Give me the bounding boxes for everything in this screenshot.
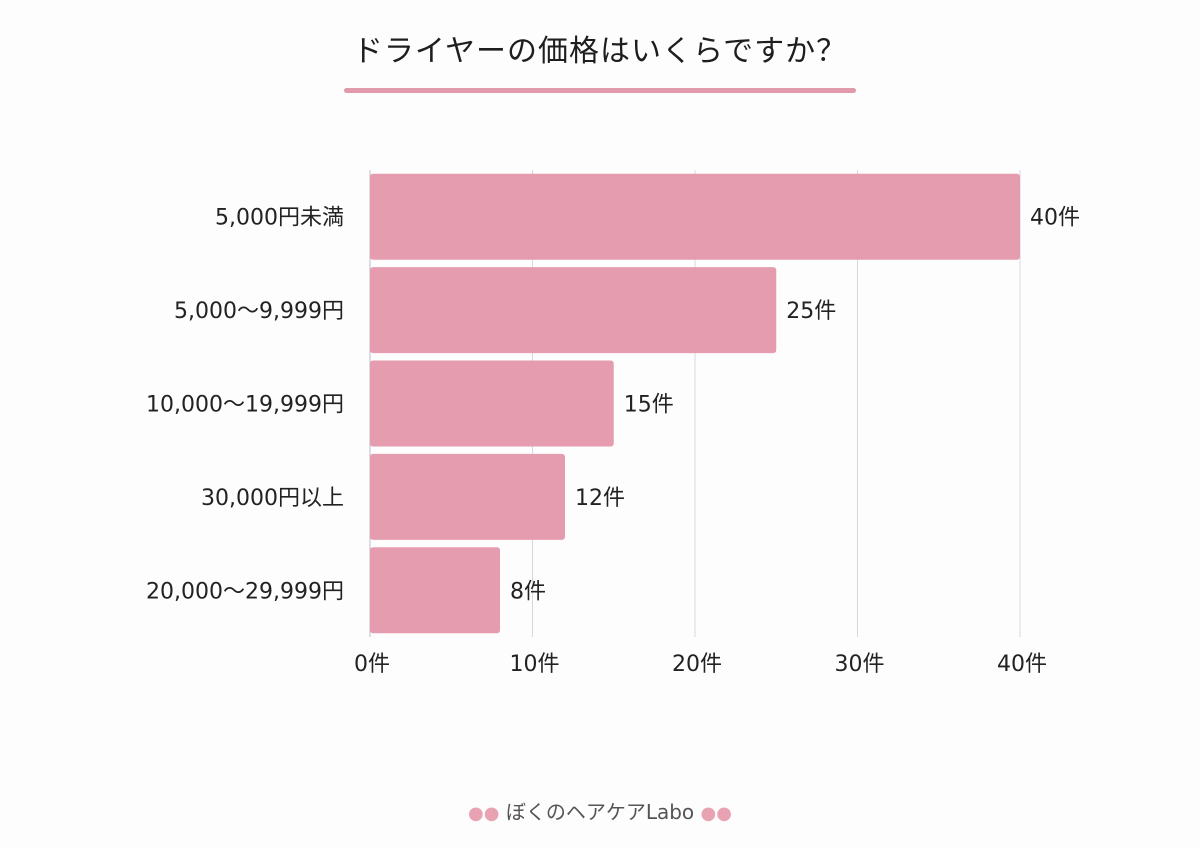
category-label: 10,000〜19,999円 <box>146 393 344 418</box>
bar <box>370 547 500 634</box>
data-label: 40件 <box>1030 206 1080 231</box>
x-tick-label: 0件 <box>354 652 390 677</box>
x-tick-label: 40件 <box>997 652 1047 677</box>
bar <box>370 267 777 354</box>
category-label: 5,000〜9,999円 <box>174 299 344 324</box>
category-label: 5,000円未満 <box>215 206 344 231</box>
footer-brand: ●● ぼくのヘアケアLabo ●● <box>0 796 1200 825</box>
footer-brand-text: ぼくのヘアケアLabo <box>505 800 695 824</box>
bar <box>370 360 614 447</box>
x-tick-label: 30件 <box>835 652 885 677</box>
data-label: 8件 <box>510 579 546 604</box>
lips-icon: ●● <box>468 803 500 824</box>
bar-chart: 0件 10件 20件 30件 40件 5,000円未満 40件 5,000〜9,999円 25件… <box>146 170 1080 677</box>
data-label: 15件 <box>624 393 674 418</box>
data-label: 25件 <box>786 299 836 324</box>
x-tick-label: 20件 <box>672 652 722 677</box>
title-underline <box>344 88 856 93</box>
bars-layer <box>370 173 1020 634</box>
bar <box>370 173 1020 260</box>
category-label: 20,000〜29,999円 <box>146 579 344 604</box>
data-label: 12件 <box>575 486 625 511</box>
labels-layer: 0件 10件 20件 30件 40件 5,000円未満 40件 5,000〜9,999円 25件… <box>146 206 1080 677</box>
lips-icon: ●● <box>700 803 732 824</box>
bar <box>370 453 565 540</box>
chart-title: ドライヤーの価格はいくらですか？ <box>352 34 848 69</box>
x-tick-label: 10件 <box>510 652 560 677</box>
category-label: 30,000円以上 <box>201 486 344 511</box>
